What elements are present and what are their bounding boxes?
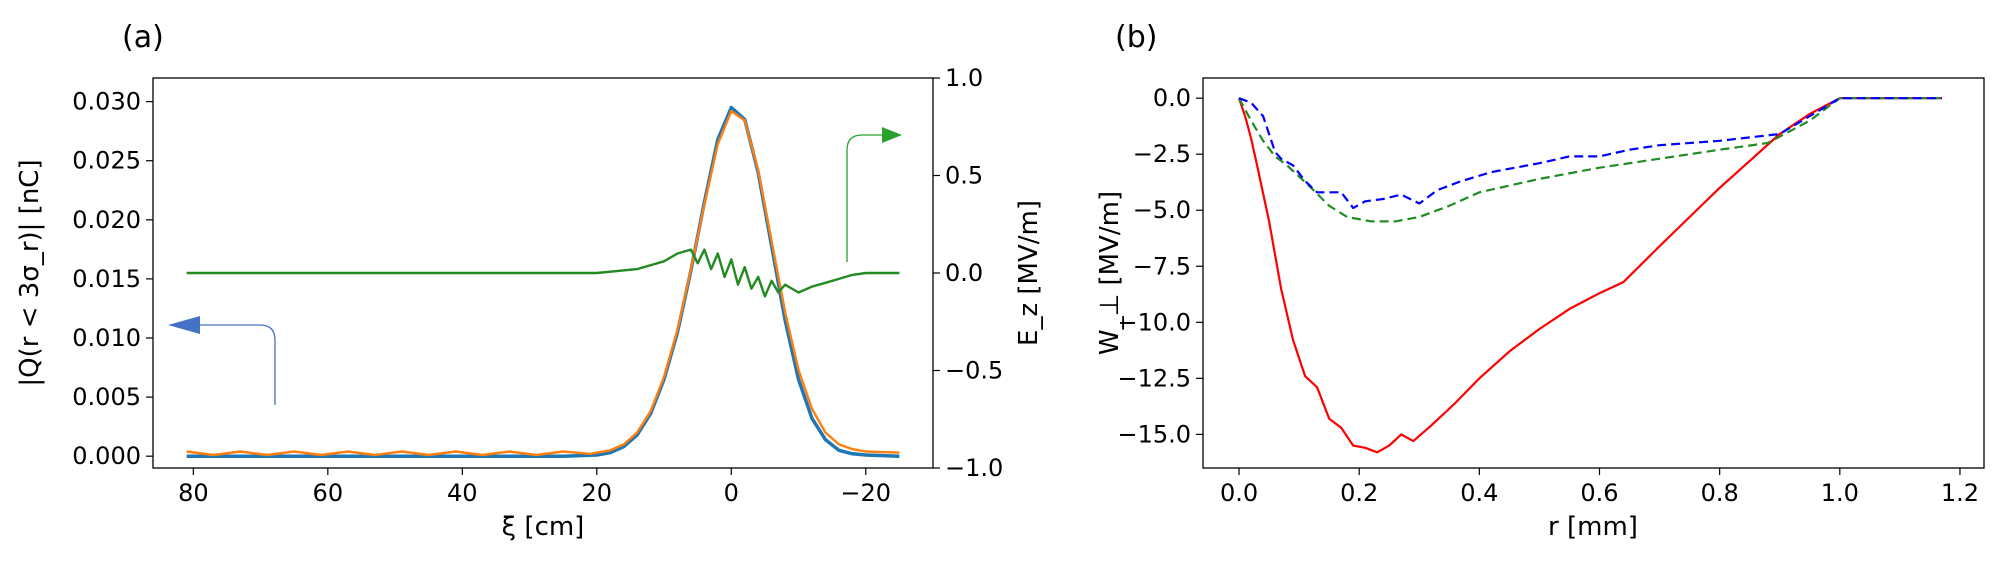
x-tick-label-a: 60 — [313, 479, 344, 507]
series-line-a-1 — [186, 105, 900, 458]
x-tick-label-b: 0.8 — [1701, 479, 1739, 507]
y-tick-label-a: 0.025 — [72, 147, 141, 175]
x-tick-label-b: 0.0 — [1220, 479, 1258, 507]
y2-tick-label-a: 0.0 — [945, 259, 983, 287]
series-a — [186, 105, 900, 458]
x-axis-label-a: ξ [cm] — [502, 512, 585, 542]
x-tick-label-b: 0.2 — [1340, 479, 1378, 507]
panel-label-b: (b) — [1115, 20, 1157, 55]
left-arrow-head-icon — [168, 316, 200, 334]
y-tick-label-b: 0.0 — [1153, 84, 1191, 112]
y-tick-label-a: 0.030 — [72, 88, 141, 116]
y-tick-label-a: 0.015 — [72, 265, 141, 293]
x-ticks-b: 0.0 0.2 0.4 0.6 0.8 1.0 1.2 — [1220, 468, 1979, 507]
x-tick-label-b: 1.2 — [1941, 479, 1979, 507]
plot-frame-b — [1202, 77, 1985, 469]
y-tick-label-a: 0.010 — [72, 324, 141, 352]
x-tick-label-b: 0.6 — [1580, 479, 1618, 507]
y2-tick-label-a: −1.0 — [945, 454, 1003, 482]
y-tick-label-b: −15.0 — [1117, 420, 1191, 448]
y-tick-label-a: 0.000 — [72, 442, 141, 470]
x-tick-label-b: 0.4 — [1460, 479, 1498, 507]
x-ticks-a: 80 60 40 20 0 −20 — [178, 468, 891, 507]
y-axis-label-b: W_⊥ [MV/m] — [1095, 191, 1125, 355]
x-tick-label-a: 0 — [724, 479, 739, 507]
left-axis-arrow — [185, 324, 276, 405]
y2-tick-label-a: 1.0 — [945, 64, 983, 92]
y-tick-label-b: −12.5 — [1117, 364, 1191, 392]
y-tick-label-b: −2.5 — [1133, 140, 1191, 168]
right-arrow-head-icon — [882, 127, 902, 143]
series-line-b-3 — [1238, 97, 1942, 210]
series-line-a-3 — [186, 248, 900, 298]
y-ticks-b: 0.0 −2.5 −5.0 −7.5 −10.0 −12.5 −15.0 — [1117, 84, 1203, 448]
y-ticks-a: 0.000 0.005 0.010 0.015 0.020 0.025 0.030 — [72, 88, 153, 470]
x-tick-label-b: 1.0 — [1821, 479, 1859, 507]
y-tick-label-a: 0.020 — [72, 206, 141, 234]
y2-ticks-a: −1.0 −0.5 0.0 0.5 1.0 — [933, 64, 1003, 482]
series-b — [1237, 97, 1942, 454]
right-axis-arrow — [846, 134, 885, 262]
x-axis-label-b: r [mm] — [1548, 512, 1638, 542]
y-tick-label-b: −10.0 — [1117, 308, 1191, 336]
panel-a: (a) 80 60 40 20 0 −20 0.0000.0050.0100.0150.0… — [15, 20, 1044, 542]
y-axis-label-a: |Q(r < 3σ_r)| [nC] — [15, 159, 45, 386]
series-line-b-2 — [1238, 97, 1942, 223]
panel-b: (b) 0.0 0.2 0.4 0.6 0.8 1.0 1.2 0.0 −2.5 −5.0 −7.… — [1095, 20, 1985, 542]
y2-tick-label-a: 0.5 — [945, 162, 983, 190]
y2-axis-label-a: E_z [MV/m] — [1014, 200, 1044, 346]
y-tick-label-b: −7.5 — [1133, 252, 1191, 280]
x-tick-label-a: 80 — [178, 479, 209, 507]
y2-tick-label-a: −0.5 — [945, 357, 1003, 385]
x-tick-label-a: 20 — [582, 479, 613, 507]
panel-label-a: (a) — [122, 20, 164, 55]
x-tick-label-a: 40 — [447, 479, 478, 507]
x-tick-label-a: −20 — [840, 479, 891, 507]
series-line-b-1 — [1237, 97, 1942, 454]
y-tick-label-b: −5.0 — [1133, 196, 1191, 224]
y-tick-label-a: 0.005 — [72, 383, 141, 411]
series-line-a-2 — [186, 109, 900, 457]
